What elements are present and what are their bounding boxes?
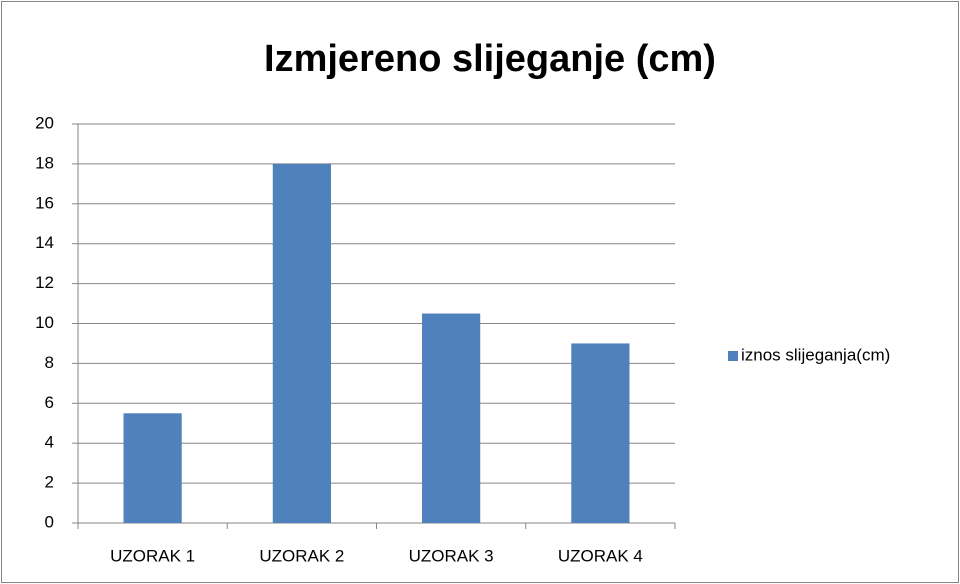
- y-tick-label: 20: [35, 113, 54, 132]
- chart-title: Izmjereno slijeganje (cm): [264, 38, 716, 80]
- x-tick-label: UZORAK 4: [558, 546, 643, 565]
- y-tick-label: 0: [45, 512, 54, 531]
- legend-swatch: [728, 351, 738, 361]
- bar: [123, 413, 182, 523]
- y-tick-label: 16: [35, 193, 54, 212]
- legend-label: iznos slijeganja(cm): [741, 345, 890, 364]
- y-tick-label: 18: [35, 153, 54, 172]
- y-tick-label: 2: [45, 473, 54, 492]
- y-tick-label: 10: [35, 313, 54, 332]
- x-tick-label: UZORAK 3: [409, 546, 494, 565]
- y-tick-label: 12: [35, 273, 54, 292]
- y-tick-label: 4: [45, 433, 54, 452]
- bar: [422, 313, 481, 523]
- y-tick-label: 8: [45, 353, 54, 372]
- bar: [272, 163, 331, 523]
- y-tick-label: 6: [45, 393, 54, 412]
- x-tick-label: UZORAK 1: [110, 546, 195, 565]
- x-tick-label: UZORAK 2: [259, 546, 344, 565]
- y-tick-label: 14: [35, 233, 54, 252]
- bar: [571, 343, 630, 523]
